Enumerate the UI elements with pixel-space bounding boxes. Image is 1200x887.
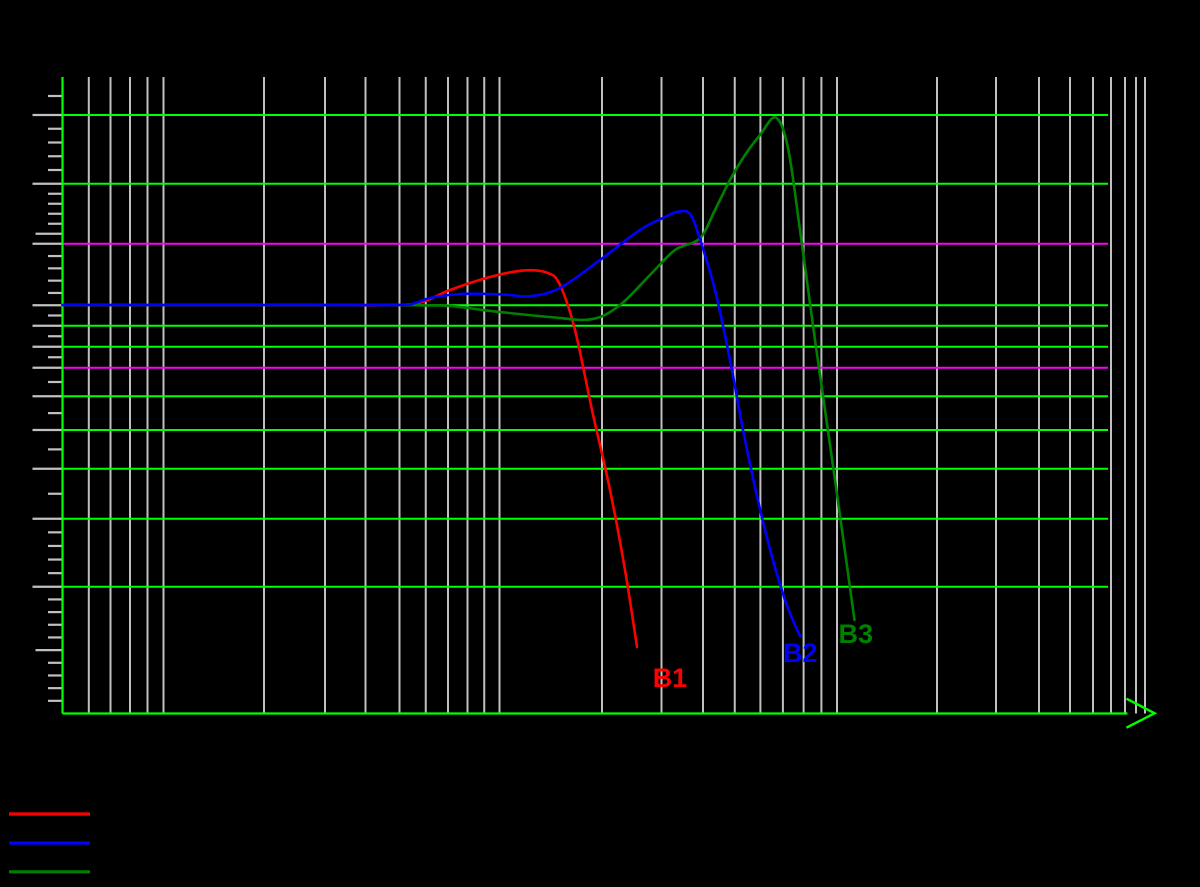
svg-text:B1: B1	[653, 663, 688, 693]
svg-text:B2: B2	[783, 638, 818, 668]
svg-text:B3: B3	[839, 619, 874, 649]
